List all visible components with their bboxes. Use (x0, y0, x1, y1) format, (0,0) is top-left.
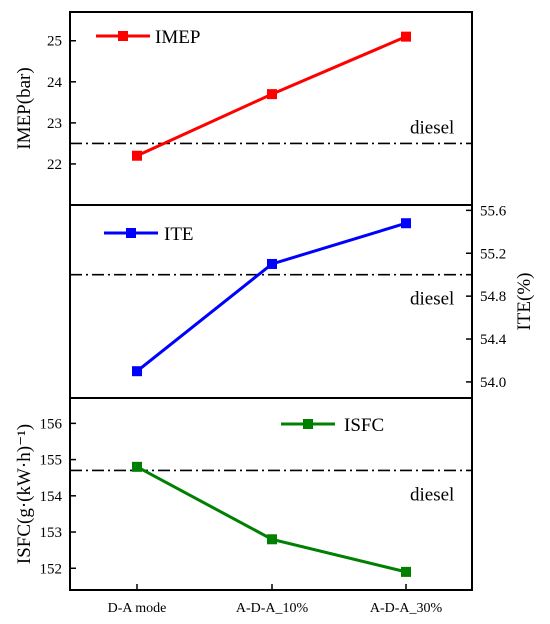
legend-marker (126, 228, 136, 238)
y-tick-label: 54.8 (480, 289, 506, 305)
legend-label: ITE (164, 224, 194, 245)
panel-frame (69, 11, 473, 206)
legend-label: IMEP (155, 27, 200, 48)
y-tick-label: 24 (47, 75, 63, 91)
x-tick-label: D-A mode (108, 601, 167, 616)
series-line-isfc (136, 465, 407, 574)
y-tick-label: 54.4 (480, 332, 507, 348)
data-point-isfc (401, 566, 411, 577)
y-tick-label: 153 (40, 525, 63, 541)
data-point-ite (401, 218, 411, 229)
y-tick-label: 55.6 (480, 203, 507, 219)
y-axis-title: ITE(%) (514, 272, 535, 330)
y-tick-label: 54.0 (480, 375, 506, 391)
y-tick-label: 25 (47, 34, 62, 50)
legend-marker (118, 31, 128, 41)
x-tick-label: A-D-A_10% (236, 601, 309, 616)
reference-label: diesel (410, 484, 454, 505)
data-point-ite (132, 366, 142, 377)
data-point-imep (401, 31, 411, 42)
data-point-imep (267, 89, 277, 100)
y-tick-label: 55.2 (480, 246, 506, 262)
y-tick-label: 154 (40, 489, 63, 505)
y-tick-label: 156 (40, 416, 63, 432)
data-point-imep (132, 150, 142, 161)
y-axis-title: IMEP(bar) (14, 67, 35, 149)
panel-frame (69, 397, 473, 591)
series-line-ite (136, 221, 407, 373)
legend-label: ISFC (344, 415, 384, 436)
reference-label: diesel (410, 289, 454, 310)
data-point-isfc (267, 534, 277, 545)
legend-marker (303, 419, 313, 429)
data-point-isfc (132, 461, 142, 472)
y-tick-label: 155 (40, 453, 63, 469)
reference-label: diesel (410, 117, 454, 138)
x-tick-label: A-D-A_30% (370, 601, 443, 616)
y-tick-label: 152 (40, 561, 63, 577)
y-tick-label: 22 (47, 157, 62, 173)
data-point-ite (267, 258, 277, 269)
y-tick-label: 23 (47, 116, 62, 132)
y-axis-title: ISFC(g·(kW·h)⁻¹) (14, 424, 35, 564)
